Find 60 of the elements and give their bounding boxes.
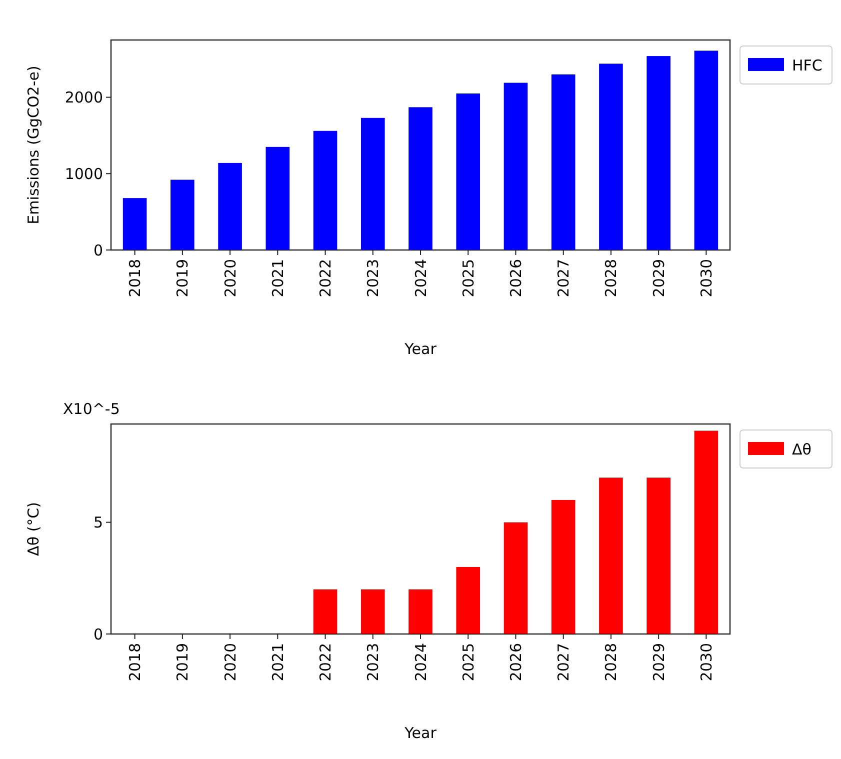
x-tick-label: 2026 xyxy=(506,643,525,682)
legend-label: HFC xyxy=(792,56,822,74)
bar xyxy=(408,107,432,250)
bar xyxy=(599,478,623,634)
bar xyxy=(456,566,480,634)
y-tick-label: 5 xyxy=(93,514,103,532)
y-tick-label: 0 xyxy=(93,625,103,644)
bar xyxy=(694,50,718,250)
x-tick-label: 2029 xyxy=(650,259,668,298)
bar xyxy=(122,198,147,250)
x-tick-label: 2018 xyxy=(126,643,144,682)
x-axis-title: Year xyxy=(404,340,438,358)
x-tick-label: 2027 xyxy=(554,643,573,682)
x-tick-label: 2024 xyxy=(412,643,430,682)
bar xyxy=(218,162,242,250)
bar xyxy=(313,130,338,250)
y-tick-label: 0 xyxy=(93,241,103,260)
legend-label: Δθ xyxy=(792,440,812,458)
x-tick-label: 2026 xyxy=(506,259,525,298)
y-tick-label: 1000 xyxy=(64,164,103,183)
x-tick-label: 2022 xyxy=(316,643,335,682)
bar xyxy=(551,500,576,634)
y-axis-title: Emissions (GgCO2-e) xyxy=(24,66,42,224)
text: X10^-5 xyxy=(63,400,120,418)
bar xyxy=(551,74,576,250)
bar xyxy=(646,56,670,250)
x-tick-label: 2021 xyxy=(268,643,287,682)
x-tick-label: 2025 xyxy=(459,259,478,298)
x-tick-label: 2024 xyxy=(412,259,430,298)
x-tick-label: 2020 xyxy=(221,643,240,682)
x-tick-label: 2025 xyxy=(459,643,478,682)
bar xyxy=(408,589,432,634)
bar xyxy=(266,146,290,250)
x-tick-label: 2028 xyxy=(602,259,620,298)
x-tick-label: 2030 xyxy=(697,259,716,298)
bar xyxy=(360,589,385,634)
x-tick-label: 2023 xyxy=(364,259,382,298)
bar xyxy=(360,118,385,250)
bar xyxy=(170,180,194,250)
x-tick-label: 2021 xyxy=(268,259,287,298)
x-tick-label: 2028 xyxy=(602,643,620,682)
x-tick-label: 2020 xyxy=(221,259,240,298)
bar xyxy=(694,430,718,634)
y-tick-label: 2000 xyxy=(64,88,103,107)
x-tick-label: 2018 xyxy=(126,259,144,298)
bar xyxy=(504,82,528,250)
x-tick-label: 2029 xyxy=(650,643,668,682)
x-tick-label: 2019 xyxy=(174,259,192,298)
bar xyxy=(646,478,670,634)
y-axis-title: Δθ (°C) xyxy=(24,502,42,556)
x-tick-label: 2019 xyxy=(174,643,192,682)
bar xyxy=(313,589,338,634)
bar xyxy=(504,522,528,634)
x-tick-label: 2022 xyxy=(316,259,335,298)
x-tick-label: 2023 xyxy=(364,643,382,682)
bar xyxy=(599,64,623,250)
x-axis-title: Year xyxy=(404,724,438,742)
bar xyxy=(456,93,480,250)
x-tick-label: 2030 xyxy=(697,643,716,682)
x-tick-label: 2027 xyxy=(554,259,573,298)
